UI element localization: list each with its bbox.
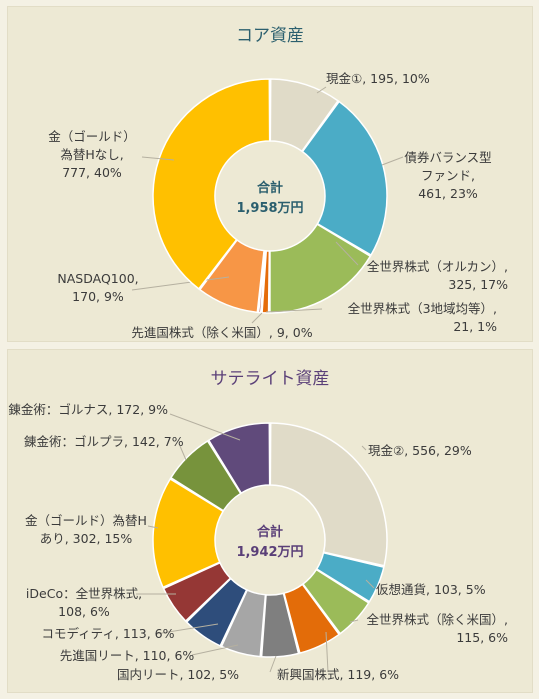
donut-slice	[185, 577, 248, 647]
slice-label: 債券バランス型ファンド, 461, 23%	[404, 150, 491, 201]
slice-label: 全世界株式（オルカン）, 325, 17%	[367, 259, 508, 292]
leader-line	[131, 276, 230, 291]
core-assets-donut-chart: 現金①, 195, 10% 債券バランス型ファンド, 461, 23% 全世界株式（オ…	[48, 71, 508, 340]
core-assets-panel: コア資産 現金①, 195, 10% 債券バランス型ファンド, 461, 23% 全世…	[7, 6, 533, 342]
donut-slice	[315, 551, 385, 603]
center-total: 1,958万円	[236, 201, 303, 216]
leader-line	[349, 619, 359, 623]
slice-label: コモディティ, 113, 6%	[42, 626, 175, 641]
leader-line	[155, 623, 219, 635]
leader-line	[335, 241, 359, 266]
leader-line	[191, 644, 239, 656]
center-label: 合計	[257, 180, 283, 196]
donut-slice	[152, 477, 225, 589]
slice-label: iDeCo：全世界株式, 108, 6%	[26, 586, 142, 619]
leader-line	[147, 525, 159, 529]
center-total: 1,942万円	[236, 545, 303, 560]
slice-label: 金（ゴールド）為替H あり, 302, 15%	[25, 513, 147, 546]
chart-title: コア資産	[236, 26, 304, 46]
leader-line	[141, 156, 175, 161]
leader-line	[169, 413, 241, 441]
slice-label: 国内リート, 102, 5%	[117, 667, 239, 682]
slice-label: NASDAQ100, 170, 9%	[57, 271, 138, 304]
donut-slice	[283, 583, 341, 655]
leader-line	[316, 86, 327, 94]
leader-line	[381, 156, 404, 166]
slice-label: 全世界株式（除く米国）, 115, 6%	[367, 612, 509, 645]
donut-slice	[269, 223, 372, 314]
donut-slice	[162, 561, 232, 623]
leader-line	[269, 655, 277, 673]
donut-slice	[220, 589, 267, 658]
slice-label: 仮想通貨, 103, 5%	[376, 582, 486, 597]
leader-line	[325, 631, 329, 673]
leader-line	[265, 308, 323, 313]
slice-label: 新興国株式, 119, 6%	[277, 667, 399, 682]
leader-line	[361, 445, 367, 451]
slice-label: 先進国株式（除く米国）, 9, 0%	[131, 325, 312, 340]
slice-label: 現金②, 556, 29%	[368, 443, 472, 458]
donut-slice	[169, 439, 242, 512]
slice-label: 錬金術：ゴルナス, 172, 9%	[8, 402, 168, 417]
donut-slice	[260, 592, 300, 658]
slice-label: 金（ゴールド）為替Hなし, 777, 40%	[48, 129, 136, 180]
chart-title: サテライト資産	[210, 369, 330, 389]
donut-slice	[301, 568, 370, 635]
center-label: 合計	[257, 524, 283, 540]
donut-slice	[198, 238, 265, 314]
slice-label: 錬金術：ゴルプラ, 142, 7%	[24, 434, 184, 449]
satellite-assets-donut-chart: 現金②, 556, 29% 仮想通貨, 103, 5% 全世界株式（除く米国）, 11…	[8, 402, 509, 682]
satellite-assets-panel: サテライト資産 現金②, 556, 29% 仮想通貨, 103, 5% 全世界株式（…	[7, 349, 533, 693]
donut-slice	[269, 78, 340, 153]
leader-line	[365, 579, 375, 589]
slice-label: 現金①, 195, 10%	[326, 71, 430, 86]
slice-label: 全世界株式（3地域均等）, 21, 1%	[348, 301, 498, 334]
slice-label: 先進国リート, 110, 6%	[60, 648, 195, 663]
donut-slice	[207, 422, 271, 495]
donut-slice	[269, 422, 388, 567]
leader-line	[251, 312, 263, 324]
donut-slice	[152, 78, 271, 290]
donut-slice	[301, 100, 388, 257]
leader-line	[179, 445, 187, 461]
